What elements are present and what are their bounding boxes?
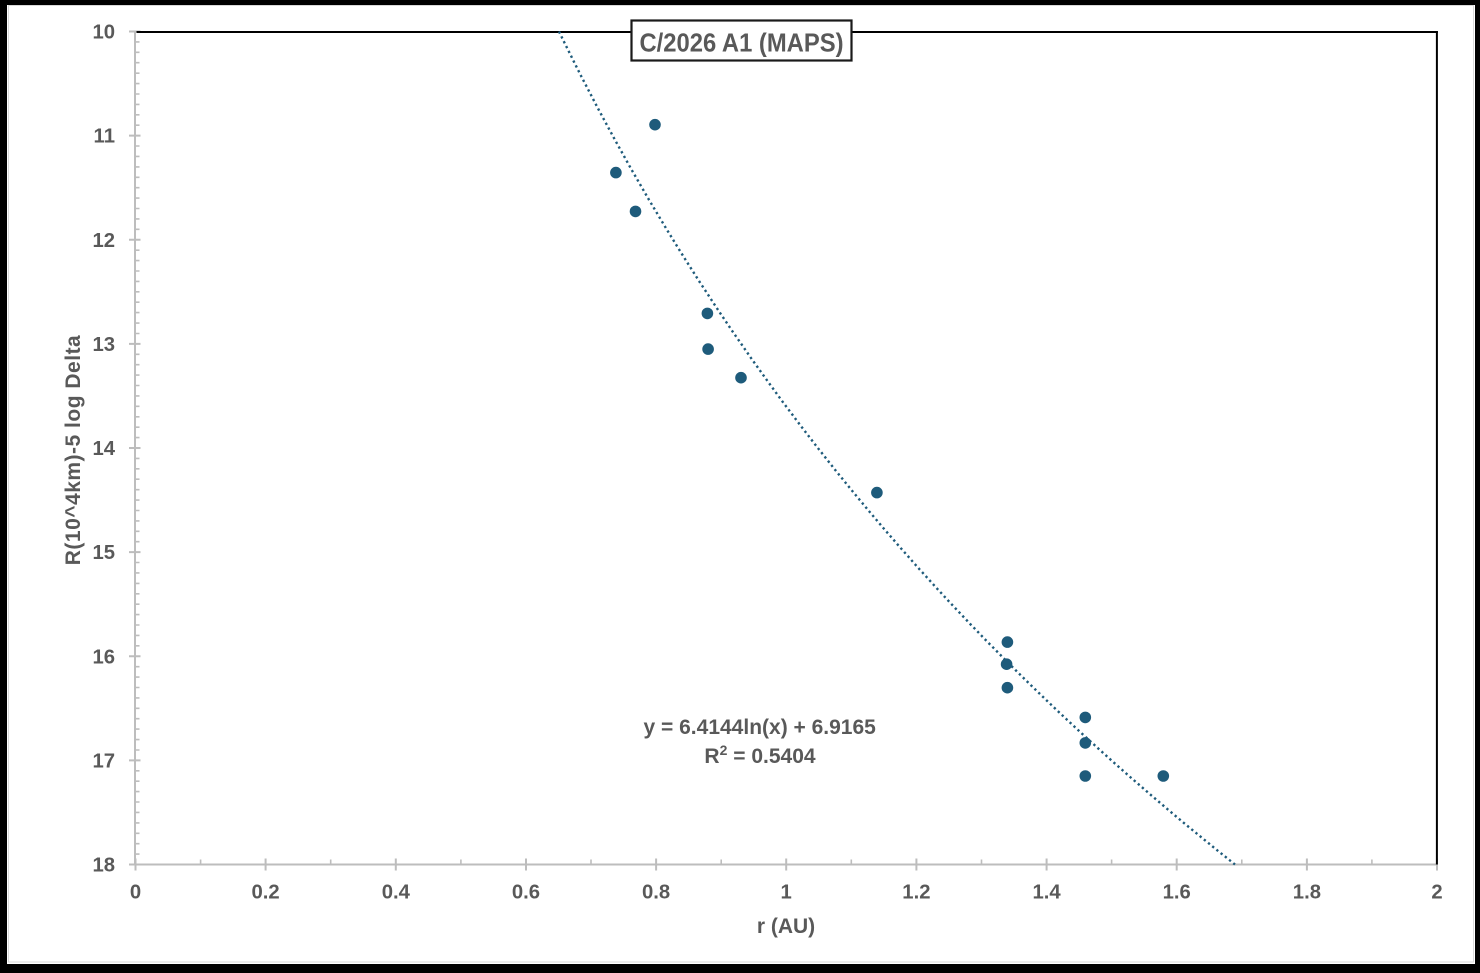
svg-text:2: 2: [1431, 882, 1442, 904]
svg-text:1.2: 1.2: [902, 882, 930, 904]
svg-text:1.4: 1.4: [1032, 882, 1061, 904]
svg-text:17: 17: [92, 750, 115, 772]
svg-text:1.8: 1.8: [1293, 882, 1321, 904]
svg-text:0: 0: [130, 882, 141, 904]
svg-text:y = 6.4144ln(x) + 6.9165: y = 6.4144ln(x) + 6.9165: [644, 716, 877, 739]
svg-text:0.2: 0.2: [251, 882, 279, 904]
svg-text:11: 11: [94, 126, 115, 148]
svg-text:10: 10: [92, 22, 115, 44]
svg-text:16: 16: [92, 646, 115, 668]
svg-text:0.8: 0.8: [642, 882, 670, 904]
svg-text:0.4: 0.4: [382, 882, 411, 904]
svg-text:13: 13: [92, 334, 115, 356]
svg-text:14: 14: [92, 438, 115, 460]
svg-text:18: 18: [92, 855, 115, 877]
svg-text:12: 12: [92, 230, 115, 252]
svg-text:R(10^4km)-5 log Delta: R(10^4km)-5 log Delta: [62, 335, 85, 566]
svg-text:C/2026 A1 (MAPS): C/2026 A1 (MAPS): [640, 28, 844, 58]
svg-text:r (AU): r (AU): [757, 915, 815, 938]
svg-text:0.6: 0.6: [512, 882, 540, 904]
svg-text:15: 15: [92, 542, 115, 564]
svg-text:1.6: 1.6: [1163, 882, 1191, 904]
svg-text:1: 1: [781, 882, 792, 904]
